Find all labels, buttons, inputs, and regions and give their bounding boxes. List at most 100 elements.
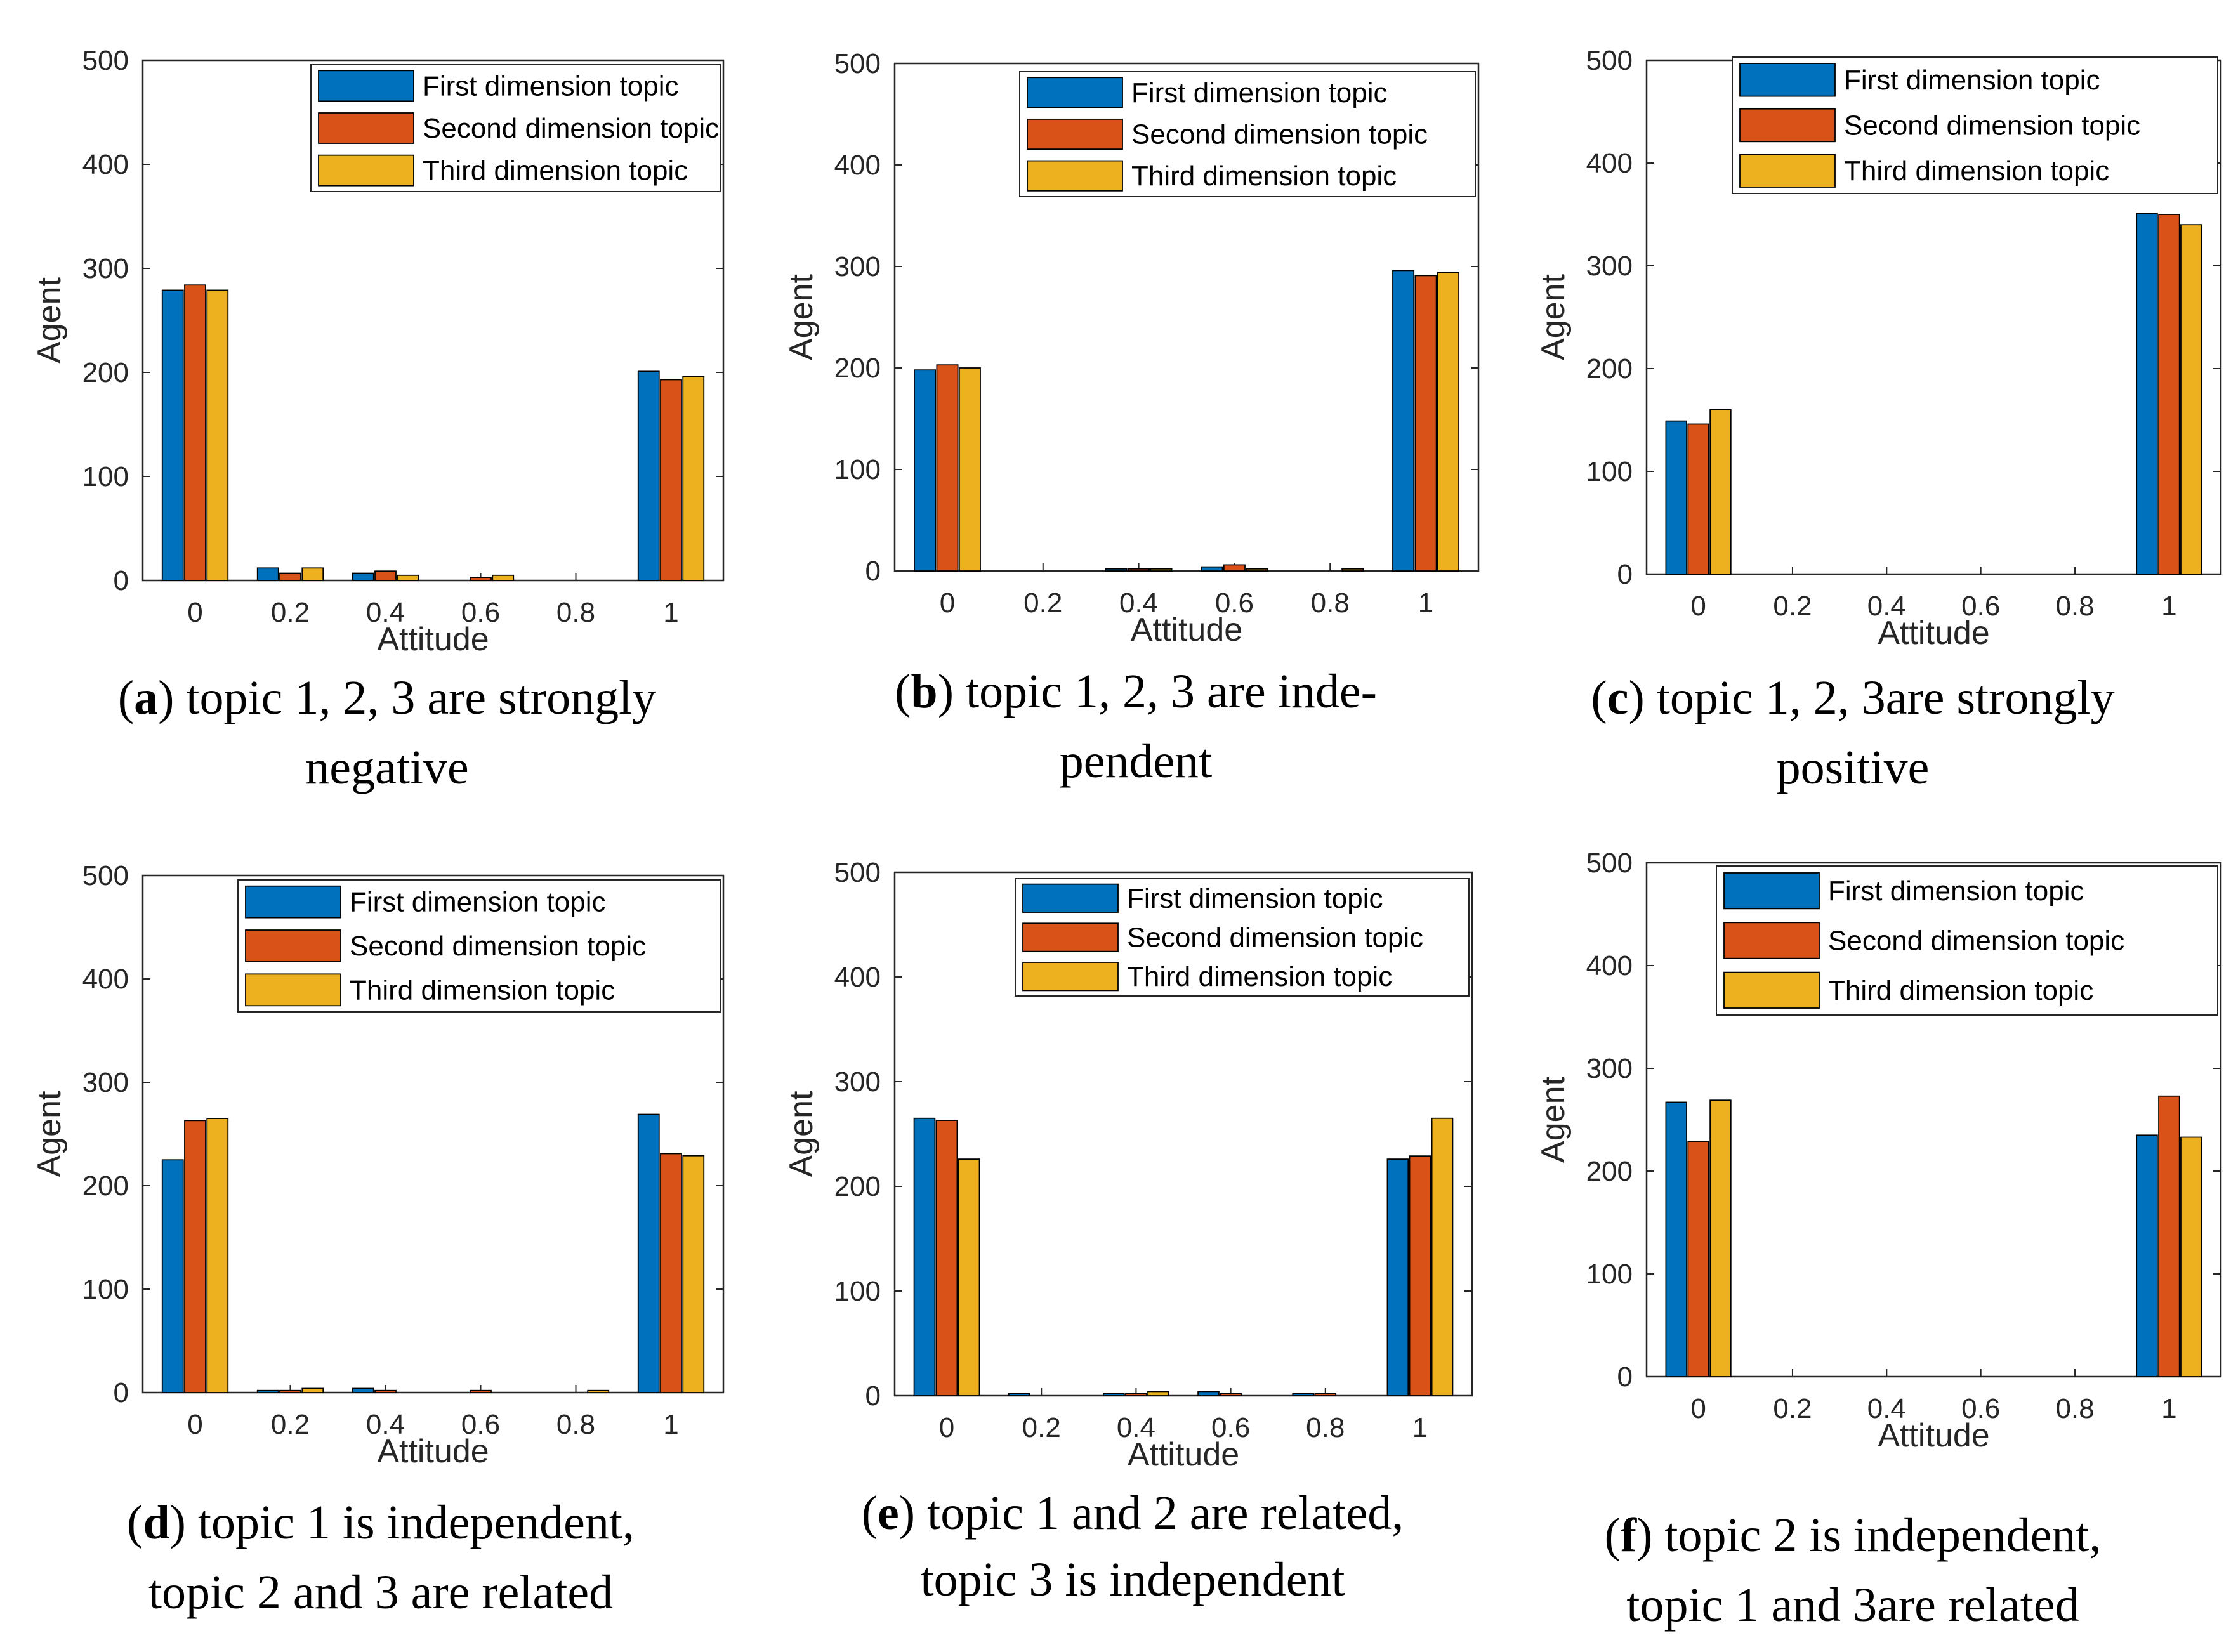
bar-d-s3-c5 xyxy=(682,1155,705,1393)
legend-label-1: First dimension topic xyxy=(423,70,678,102)
legend-label-1: First dimension topic xyxy=(1828,875,2084,907)
bar-d-s1-c0 xyxy=(161,1159,184,1393)
bar-f-s3-c5 xyxy=(2180,1136,2202,1377)
x-tick-label: 0.2 xyxy=(1773,591,1812,622)
bar-a-s3-c3 xyxy=(492,574,515,581)
bar-c-s3-c5 xyxy=(2180,224,2202,575)
x-axis-label: Attitude xyxy=(1878,1417,1989,1454)
x-tick-label: 1 xyxy=(1412,1412,1428,1443)
x-tick-label: 0.6 xyxy=(1961,591,2000,622)
x-tick-label: 0 xyxy=(940,587,955,619)
legend-swatch-3 xyxy=(1022,962,1119,992)
bar-b-s3-c2 xyxy=(1150,568,1173,572)
legend-swatch-2 xyxy=(318,112,414,144)
x-tick-label: 0.6 xyxy=(1961,1393,2000,1424)
x-tick-label: 0 xyxy=(187,597,202,628)
bar-e-s2-c4 xyxy=(1314,1393,1337,1396)
bar-c-s1-c5 xyxy=(2136,213,2158,575)
y-tick-label: 200 xyxy=(82,1170,129,1202)
caption-line-1: (a) topic 1, 2, 3 are strongly xyxy=(118,671,656,724)
caption-letter: e xyxy=(878,1486,899,1540)
bar-e-s2-c5 xyxy=(1409,1155,1431,1396)
caption-line-1: (e) topic 1 and 2 are related, xyxy=(862,1486,1404,1540)
bar-b-s3-c3 xyxy=(1246,568,1268,572)
legend-swatch-1 xyxy=(245,885,341,919)
bar-d-s3-c4 xyxy=(587,1389,610,1393)
legend-label-2: Second dimension topic xyxy=(1828,926,2124,957)
bar-c-s2-c5 xyxy=(2158,214,2180,575)
x-tick-label: 1 xyxy=(1418,587,1433,619)
bar-b-s2-c3 xyxy=(1223,564,1246,572)
y-tick-label: 400 xyxy=(82,964,129,995)
y-axis-label: Agent xyxy=(31,1091,68,1177)
x-tick-label: 0 xyxy=(187,1409,202,1440)
legend-swatch-1 xyxy=(1027,77,1123,108)
caption-letter: c xyxy=(1607,671,1629,724)
bar-a-s1-c1 xyxy=(256,567,279,581)
bar-e-s3-c0 xyxy=(958,1158,980,1396)
x-axis-label: Attitude xyxy=(377,1433,489,1470)
y-tick-label: 0 xyxy=(1617,1361,1633,1393)
bar-a-s2-c0 xyxy=(184,284,206,581)
y-tick-label: 0 xyxy=(865,1380,881,1412)
caption-text-1: ) topic 1, 2, 3are strongly xyxy=(1628,671,2114,724)
panel-c: 0 100 200 300 400 500 0 0.2 0.4 0.6 0.8 1 Attitude Ag… xyxy=(1535,45,2222,794)
caption-text-1: ) topic 2 is independent, xyxy=(1636,1509,2101,1562)
bar-c-s2-c0 xyxy=(1687,423,1709,575)
plot-area-frame xyxy=(893,62,1480,572)
x-tick-label: 0.2 xyxy=(271,1409,310,1440)
bar-e-s2-c2 xyxy=(1125,1393,1147,1396)
legend: First dimension topic Second dimension to… xyxy=(1019,71,1476,197)
y-tick-label: 400 xyxy=(82,149,129,180)
legend-label-3: Third dimension topic xyxy=(423,155,688,187)
legend-label-2: Second dimension topic xyxy=(1844,110,2140,141)
bar-b-s3-c4 xyxy=(1341,568,1364,572)
bar-c-s3-c0 xyxy=(1709,409,1732,575)
y-axis-label: Agent xyxy=(31,277,68,364)
x-tick-label: 0.6 xyxy=(1211,1412,1250,1443)
panel-a: 0 100 200 300 400 500 0 0.2 0.4 0.6 0.8 1 Attitude Ag… xyxy=(31,45,725,794)
y-tick-label: 200 xyxy=(1586,1156,1633,1187)
bar-d-s2-c1 xyxy=(279,1389,301,1393)
legend-label-3: Third dimension topic xyxy=(1828,975,2093,1006)
legend: First dimension topic Second dimension to… xyxy=(310,64,721,192)
y-tick-label: 300 xyxy=(834,1066,881,1098)
bar-e-s1-c1 xyxy=(1008,1393,1030,1396)
legend-swatch-1 xyxy=(1022,883,1119,913)
bar-b-s1-c5 xyxy=(1392,270,1415,572)
legend-swatch-1 xyxy=(318,70,414,102)
bar-a-s2-c1 xyxy=(279,572,301,581)
legend-swatch-1 xyxy=(1723,872,1820,910)
legend-swatch-3 xyxy=(318,154,414,187)
x-tick-label: 0.8 xyxy=(556,597,595,628)
caption-line-1: (f) topic 2 is independent, xyxy=(1604,1509,2101,1562)
bar-b-s2-c0 xyxy=(936,364,959,572)
y-tick-label: 100 xyxy=(1586,456,1633,487)
x-tick-label: 0.4 xyxy=(366,597,405,628)
y-tick-label: 500 xyxy=(1586,45,1633,76)
bar-a-s2-c5 xyxy=(660,379,682,581)
caption-text-1: ) topic 1, 2, 3 are strongly xyxy=(158,671,656,724)
bar-f-s2-c0 xyxy=(1687,1141,1709,1377)
y-axis-label: Agent xyxy=(783,1091,820,1177)
y-tick-label: 300 xyxy=(1586,1053,1633,1084)
caption-paren-open: ( xyxy=(895,665,911,718)
legend-swatch-3 xyxy=(245,973,341,1007)
x-tick-label: 1 xyxy=(663,597,678,628)
plot-area-frame xyxy=(1645,862,2222,1378)
caption-text-1: ) topic 1, 2, 3 are inde- xyxy=(938,665,1377,718)
bar-a-s2-c2 xyxy=(374,570,397,581)
bar-a-s3-c0 xyxy=(206,289,229,581)
caption-paren-open: ( xyxy=(127,1496,143,1549)
y-tick-label: 300 xyxy=(82,1067,129,1098)
caption-letter: d xyxy=(143,1496,169,1549)
y-tick-label: 500 xyxy=(834,48,881,79)
legend-label-3: Third dimension topic xyxy=(350,974,615,1006)
bar-e-s1-c3 xyxy=(1197,1391,1220,1396)
caption-letter: b xyxy=(911,665,937,718)
caption-line-2: negative xyxy=(305,741,468,794)
plot-area-frame xyxy=(141,874,725,1394)
bar-b-s2-c5 xyxy=(1414,275,1437,572)
y-tick-label: 0 xyxy=(114,565,129,596)
